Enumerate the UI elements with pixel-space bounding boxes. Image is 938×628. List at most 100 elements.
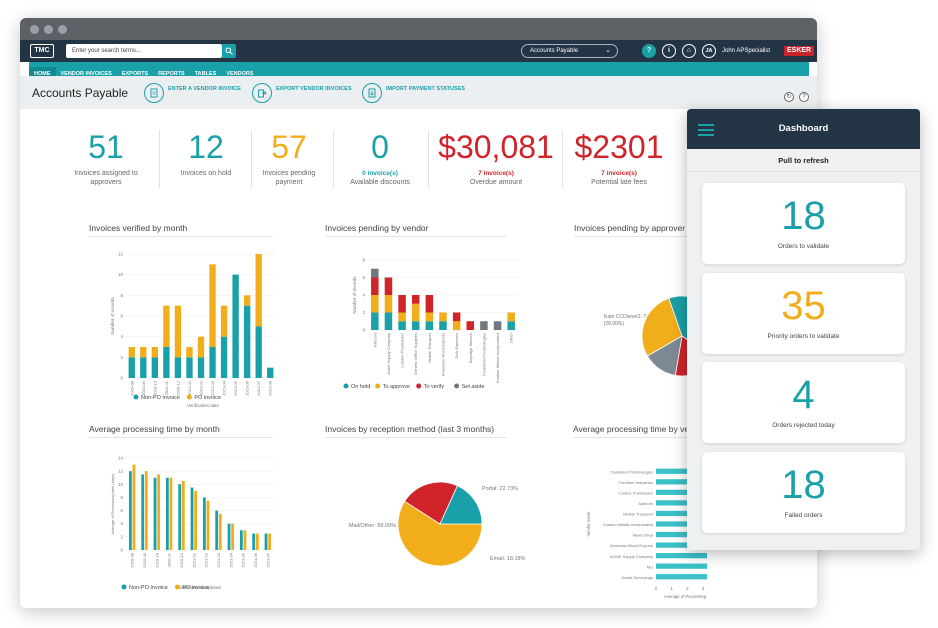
- bar: [163, 305, 170, 347]
- x-tick-label: Other: [509, 332, 514, 343]
- help-mini-icon[interactable]: ?: [799, 92, 809, 102]
- pie-label: Portal: 22.73%: [482, 486, 518, 492]
- bar: [656, 479, 707, 485]
- kpi-divider: [562, 130, 563, 188]
- kpi-pending-payment[interactable]: 57 Invoices pending payment: [254, 128, 324, 187]
- bar: [243, 530, 247, 550]
- bar: [153, 477, 157, 550]
- bar: [656, 563, 707, 569]
- bar: [128, 357, 135, 378]
- x-tick-label: 2021-03: [216, 552, 221, 567]
- y-tick-label: 2: [120, 355, 123, 360]
- chart-invoices-verified[interactable]: 0 2 4 6 8 10 12 2020-08 2020-09 2020-10 2020-11 202…: [86, 240, 276, 410]
- window-dot-maximize[interactable]: [58, 25, 67, 34]
- card-orders-rejected[interactable]: 4 Orders rejected today: [702, 362, 905, 443]
- nav-vendors[interactable]: VENDORS: [226, 71, 254, 77]
- bar: [163, 347, 170, 378]
- card-failed-orders[interactable]: 18 Failed orders: [702, 452, 905, 533]
- legend-swatch: [186, 394, 192, 400]
- document-icon: [144, 83, 164, 103]
- x-tick-label: 2021-02: [204, 552, 209, 567]
- company-logo[interactable]: TMC: [30, 44, 54, 58]
- x-tick-label: 2020-12: [175, 380, 180, 395]
- bar: [140, 357, 147, 378]
- window-dot-minimize[interactable]: [44, 25, 53, 34]
- y-tick-label: ACME Supply Company: [610, 554, 653, 559]
- help-icon[interactable]: ?: [642, 44, 656, 58]
- bar: [227, 523, 231, 550]
- card-label: Orders to validate: [777, 243, 830, 250]
- chart-avg-vendor[interactable]: CoolWood Technologies Furniture Industrie…: [560, 442, 707, 608]
- app-selector-value: Accounts Payable: [530, 48, 579, 54]
- card-value: 18: [781, 194, 826, 238]
- bar: [411, 303, 420, 322]
- bar: [197, 336, 205, 358]
- kpi-divider: [333, 130, 334, 188]
- kpi-assigned[interactable]: 51 Invoices assigned to approvers: [68, 128, 144, 187]
- pull-to-refresh[interactable]: Pull to refresh: [687, 149, 920, 172]
- bar: [128, 471, 132, 550]
- bar: [144, 471, 148, 550]
- chart-avg-month[interactable]: 0 2 4 6 8 10 12 14 2020-08 2020-09 2020-10 2020-11 2…: [86, 442, 276, 608]
- card-priority-orders[interactable]: 35 Priority orders to validate: [702, 273, 905, 354]
- y-tick-label: 12: [118, 469, 124, 474]
- widget-title-verified: Invoices verified by month: [89, 223, 188, 233]
- search-button[interactable]: [222, 44, 236, 58]
- search-input[interactable]: Enter your search terms...: [66, 44, 222, 58]
- x-axis-label: Verification date: [187, 403, 220, 408]
- window-dot-close[interactable]: [30, 25, 39, 34]
- widget-title-pending-vendor: Invoices pending by vendor: [325, 223, 429, 233]
- kpi-overdue[interactable]: $30,081 7 invoice(s) Overdue amount: [434, 128, 558, 187]
- x-tick-label: 2021-07: [256, 380, 261, 395]
- hamburger-menu-icon[interactable]: [698, 124, 714, 136]
- lock-icon[interactable]: ⌂: [682, 44, 696, 58]
- kpi-on-hold[interactable]: 12 Invoices on hold: [168, 128, 244, 178]
- card-value: 35: [781, 284, 826, 328]
- search-icon: [225, 47, 233, 55]
- bar: [507, 312, 515, 322]
- legend-verified[interactable]: Non-PO Invoice PO invoice: [132, 392, 272, 402]
- user-name[interactable]: John APSpecialist: [722, 48, 771, 54]
- y-tick-label: 4: [120, 334, 123, 339]
- x-tick-label: 2021-05: [233, 380, 238, 395]
- nav-exports[interactable]: EXPORTS: [121, 71, 149, 77]
- legend-swatch: [174, 584, 180, 590]
- kpi-value: 0: [371, 129, 389, 165]
- x-tick-label: London Postmaster: [400, 332, 405, 367]
- kpi-late-fees[interactable]: $2301 7 invoice(s) Potential late fees: [566, 128, 672, 187]
- bar: [384, 312, 393, 330]
- bar: [206, 500, 210, 550]
- kpi-value: 51: [88, 129, 124, 165]
- pie-slice: [397, 500, 483, 567]
- card-label: Orders rejected today: [772, 422, 835, 429]
- pie-slice: [439, 485, 483, 525]
- y-tick-label: American Wood Exports: [610, 543, 653, 548]
- y-tick-label: 8: [362, 258, 365, 263]
- card-orders-to-validate[interactable]: 18 Orders to validate: [702, 183, 905, 264]
- nav-reports[interactable]: REPORTS: [158, 71, 185, 77]
- info-icon[interactable]: i: [662, 44, 676, 58]
- chart-pending-approver[interactable]: Kate CCOwner2: 7(28.00%)Chris: [560, 240, 707, 410]
- nav-tables[interactable]: TABLES: [194, 71, 217, 77]
- legend-label: To verify: [424, 384, 445, 390]
- bar: [209, 347, 216, 378]
- legend-label: PO invoice: [194, 395, 221, 401]
- legend-pending-vendor[interactable]: On hold To approve To verify Set aside: [342, 381, 532, 391]
- chart-reception[interactable]: Mail/Other: 59.09% Portal: 22.73% Email: 1…: [310, 442, 525, 608]
- bar: [384, 277, 393, 295]
- bar: [252, 533, 256, 550]
- kpi-label: Invoices pending payment: [262, 170, 316, 186]
- refresh-icon[interactable]: ↻: [784, 92, 794, 102]
- avatar[interactable]: JA: [702, 44, 716, 58]
- import-icon: [362, 83, 382, 103]
- kpi-discounts[interactable]: 0 0 invoice(s) Available discounts: [338, 128, 422, 187]
- y-tick-label: Mobile Transport: [623, 512, 654, 517]
- bar: [656, 468, 707, 474]
- app-selector[interactable]: Accounts Payable ⌄: [521, 44, 618, 58]
- export-icon: [252, 83, 272, 103]
- chart-pending-vendor[interactable]: 0 2 4 6 8 Adecom Acme Supply Company London Pos…: [320, 240, 520, 410]
- widget-divider: [574, 236, 714, 237]
- x-tick-label: Bayridge Kitchen: [468, 333, 473, 363]
- legend-avg-month[interactable]: Non-PO Invoice PO invoice: [120, 582, 260, 592]
- nav-vendor-invoices[interactable]: VENDOR INVOICES: [60, 71, 112, 77]
